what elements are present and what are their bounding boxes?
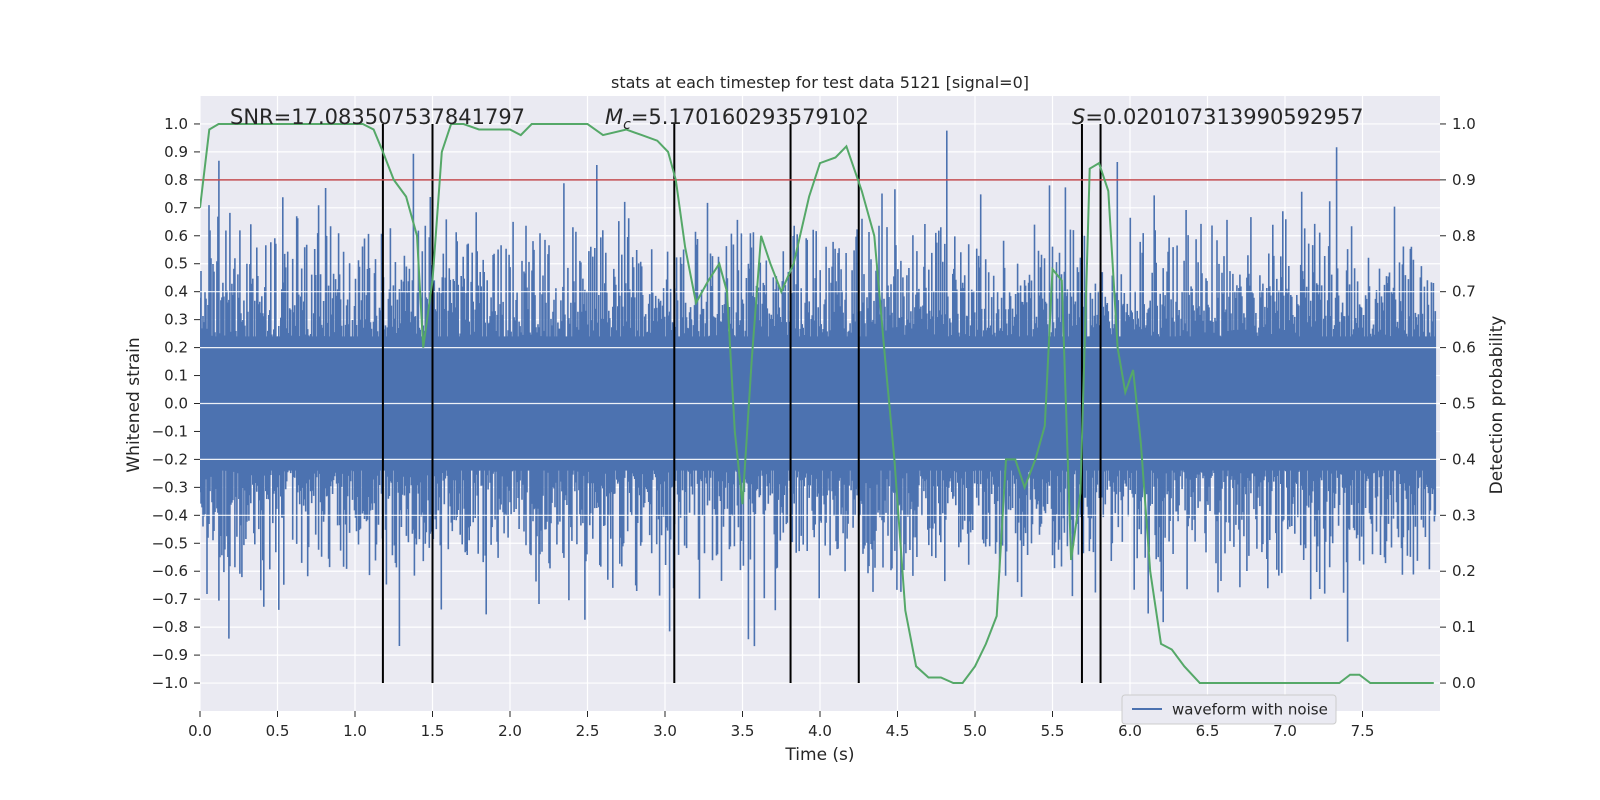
y2-tick-label: 0.4: [1452, 450, 1476, 468]
x-tick-label: 7.5: [1351, 722, 1375, 740]
y-tick-label: 0.2: [164, 339, 188, 357]
snr-annotation: SNR=17.083507537841797: [230, 105, 525, 129]
x-tick-label: 3.0: [653, 722, 677, 740]
x-tick-label: 1.5: [421, 722, 445, 740]
y-tick-label: −0.2: [152, 450, 188, 468]
y2-tick-label: 0.3: [1452, 506, 1476, 524]
x-axis-label: Time (s): [784, 745, 854, 765]
x-tick-label: 0.0: [188, 722, 212, 740]
y2-tick-label: 0.0: [1452, 674, 1476, 692]
y-tick-label: −1.0: [152, 674, 188, 692]
chirp-mass-subscript: c: [623, 117, 631, 133]
right-axis-ticks: 0.0 0.1 0.2 0.3 0.4 0.5 0.6 0.7 0.8 0.9 1.0: [1440, 115, 1476, 692]
legend-box: [1121, 694, 1337, 725]
y-axis-label: Whitened strain: [124, 337, 144, 472]
y-tick-label: −0.9: [152, 646, 188, 664]
y-tick-label: −0.3: [152, 478, 188, 496]
y2-tick-label: 0.5: [1452, 395, 1476, 413]
y-tick-label: 0.1: [164, 367, 188, 385]
y2-tick-label: 0.1: [1452, 618, 1476, 636]
x-tick-label: 4.0: [808, 722, 832, 740]
y-tick-label: −0.7: [152, 590, 188, 608]
x-tick-label: 0.5: [266, 722, 290, 740]
y-tick-label: −0.8: [152, 618, 188, 636]
y-tick-label: −0.6: [152, 562, 188, 580]
y-tick-label: 0.8: [164, 171, 188, 189]
x-tick-label: 4.5: [886, 722, 910, 740]
chirp-mass-annotation: Mc=5.170160293579102: [605, 105, 869, 133]
y-tick-label: −0.1: [152, 422, 188, 440]
x-axis-ticks: 0.0 0.5 1.0 1.5 2.0 2.5 3.0 3.5 4.0 4.5 5.0 5.5 6.0 6…: [188, 711, 1374, 740]
waveform-series: [200, 130, 1440, 647]
s-symbol: S: [1072, 105, 1085, 129]
vertical-markers: [381, 123, 1102, 684]
y2-tick-label: 0.9: [1452, 171, 1476, 189]
y-tick-label: 0.5: [164, 255, 188, 273]
probability-series: [200, 123, 1434, 684]
y-tick-label: 1.0: [164, 115, 188, 133]
chart-title: stats at each timestep for test data 512…: [611, 73, 1029, 92]
y2-axis-label: Detection probability: [1487, 316, 1507, 495]
legend-label: waveform with noise: [1172, 701, 1328, 719]
left-axis-ticks: −1.0 −0.9 −0.8 −0.7 −0.6 −0.5 −0.4 −0.3 −0.2 −0.1…: [152, 115, 200, 692]
x-tick-label: 7.0: [1273, 722, 1297, 740]
y2-tick-label: 1.0: [1452, 115, 1476, 133]
chirp-mass-value: =5.170160293579102: [631, 105, 869, 129]
x-tick-label: 6.0: [1118, 722, 1142, 740]
y-tick-label: 0.3: [164, 311, 188, 329]
y2-tick-label: 0.7: [1452, 283, 1476, 301]
y-tick-label: 0.7: [164, 199, 188, 217]
x-tick-label: 5.0: [963, 722, 987, 740]
y-tick-label: −0.4: [152, 506, 188, 524]
s-value: =0.020107313990592957: [1085, 105, 1363, 129]
x-tick-label: 3.5: [731, 722, 755, 740]
x-tick-label: 1.0: [343, 722, 367, 740]
y2-tick-label: 0.2: [1452, 562, 1476, 580]
chirp-mass-symbol: M: [605, 105, 623, 129]
x-tick-label: 5.5: [1041, 722, 1065, 740]
y-tick-label: −0.5: [152, 534, 188, 552]
legend: waveform with noise: [1121, 694, 1337, 725]
y2-tick-label: 0.6: [1452, 339, 1476, 357]
x-tick-label: 2.0: [498, 722, 522, 740]
y-tick-label: 0.4: [164, 283, 188, 301]
y2-tick-label: 0.8: [1452, 227, 1476, 245]
y-tick-label: 0.9: [164, 143, 188, 161]
y-tick-label: 0.6: [164, 227, 188, 245]
x-tick-label: 2.5: [576, 722, 600, 740]
x-tick-label: 6.5: [1196, 722, 1220, 740]
s-annotation: S=0.020107313990592957: [1072, 105, 1363, 129]
y-tick-label: 0.0: [164, 395, 188, 413]
